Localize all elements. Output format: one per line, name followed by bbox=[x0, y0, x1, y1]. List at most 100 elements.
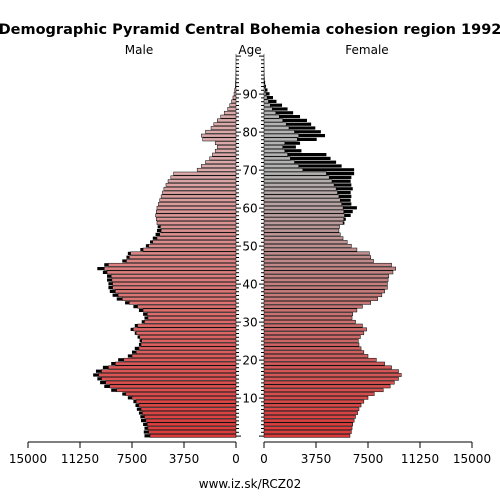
male-bar-age-12 bbox=[116, 388, 237, 393]
female-x-tick-label-15000: 15000 bbox=[453, 452, 491, 466]
female-bar-age-29 bbox=[263, 323, 363, 328]
male-bar-age-19 bbox=[115, 361, 237, 366]
male-excess-bar-age-2 bbox=[144, 426, 148, 430]
male-bar-age-92 bbox=[234, 84, 237, 89]
female-excess-bar-age-86 bbox=[272, 107, 288, 111]
male-excess-bar-age-34 bbox=[133, 305, 138, 309]
male-excess-bar-age-19 bbox=[111, 362, 116, 366]
female-excess-bar-age-76 bbox=[282, 145, 296, 149]
male-bar-age-63 bbox=[160, 194, 237, 199]
male-bar-age-11 bbox=[125, 392, 237, 396]
female-bar-age-63 bbox=[263, 194, 340, 199]
female-bar-age-3 bbox=[263, 422, 353, 427]
female-bar-age-32 bbox=[263, 312, 353, 317]
female-bar-age-12 bbox=[263, 388, 384, 393]
male-bar-age-66 bbox=[165, 183, 237, 187]
male-bar-age-80 bbox=[205, 129, 237, 134]
male-bar-age-27 bbox=[135, 331, 237, 336]
female-bar-age-67 bbox=[263, 179, 333, 184]
female-bar-age-57 bbox=[263, 217, 344, 222]
female-excess-bar-age-85 bbox=[275, 111, 294, 115]
male-bar-age-54 bbox=[160, 228, 237, 233]
male-excess-bar-age-51 bbox=[150, 240, 153, 244]
male-bar-age-83 bbox=[217, 118, 237, 123]
female-bar-age-68 bbox=[263, 175, 330, 180]
female-bar-age-65 bbox=[263, 186, 337, 191]
male-bar-age-42 bbox=[110, 274, 237, 279]
male-bar-age-5 bbox=[144, 414, 237, 419]
male-bar-age-34 bbox=[137, 304, 237, 309]
female-bar-age-14 bbox=[263, 380, 395, 385]
male-bar-age-39 bbox=[112, 285, 237, 290]
male-excess-bar-age-11 bbox=[122, 392, 126, 396]
male-bar-age-24 bbox=[140, 342, 237, 347]
female-bar-age-83 bbox=[263, 118, 283, 123]
female-excess-bar-age-87 bbox=[270, 103, 283, 107]
male-bar-age-41 bbox=[111, 278, 237, 282]
male-bar-age-58 bbox=[155, 213, 237, 218]
male-bar-age-53 bbox=[159, 232, 237, 237]
male-bar-age-44 bbox=[104, 266, 237, 271]
female-bar-age-91 bbox=[263, 88, 266, 92]
male-excess-bar-age-4 bbox=[141, 419, 146, 423]
age-tick-label-10: 10 bbox=[242, 392, 257, 406]
female-x-tick-label-7500: 7500 bbox=[353, 452, 384, 466]
female-excess-bar-age-93 bbox=[264, 80, 266, 84]
male-bar-age-31 bbox=[147, 316, 237, 320]
female-bar-age-0 bbox=[263, 433, 351, 438]
female-bar-age-43 bbox=[263, 270, 394, 275]
male-bar-age-22 bbox=[135, 350, 237, 355]
male-excess-bar-age-14 bbox=[100, 381, 106, 385]
male-excess-bar-age-16 bbox=[93, 373, 99, 377]
female-x-tick-label-0: 0 bbox=[260, 452, 268, 466]
male-bar-age-2 bbox=[147, 426, 237, 431]
male-bar-age-28 bbox=[133, 327, 237, 332]
female-bar-age-56 bbox=[263, 221, 344, 225]
female-bar-age-22 bbox=[263, 350, 365, 355]
female-bar-age-1 bbox=[263, 430, 352, 434]
male-excess-bar-age-41 bbox=[107, 278, 112, 282]
female-bar-age-90 bbox=[263, 91, 267, 96]
male-bar-age-52 bbox=[156, 236, 237, 241]
female-bar-age-31 bbox=[263, 316, 353, 320]
male-bar-age-0 bbox=[149, 433, 237, 438]
male-excess-bar-age-49 bbox=[140, 248, 144, 252]
female-bar-age-2 bbox=[263, 426, 353, 431]
male-excess-bar-age-24 bbox=[138, 343, 142, 347]
male-label: Male bbox=[125, 43, 153, 57]
female-label: Female bbox=[345, 43, 388, 57]
male-bar-age-37 bbox=[117, 293, 237, 298]
x-axes: 0 0 3750 3750 7500 7500 11250 11250 15000 15000 bbox=[9, 441, 491, 466]
female-bar-age-66 bbox=[263, 183, 335, 187]
female-bar-age-71 bbox=[263, 164, 299, 168]
female-bar-age-50 bbox=[263, 243, 352, 248]
male-excess-bar-age-40 bbox=[108, 282, 113, 286]
male-bar-age-20 bbox=[123, 357, 237, 362]
female-excess-bar-age-60 bbox=[343, 206, 357, 210]
male-excess-bar-age-22 bbox=[132, 350, 137, 354]
male-excess-bar-age-7 bbox=[136, 407, 142, 411]
male-excess-bar-age-30 bbox=[141, 320, 145, 324]
female-bar-age-92 bbox=[263, 84, 266, 89]
male-bar-age-8 bbox=[138, 403, 237, 408]
female-excess-bar-age-62 bbox=[340, 198, 351, 202]
male-bar-age-35 bbox=[128, 300, 237, 305]
female-excess-bar-age-63 bbox=[338, 194, 352, 198]
male-bar-age-90 bbox=[233, 91, 237, 96]
female-excess-bar-age-89 bbox=[267, 96, 274, 100]
female-excess-bar-age-74 bbox=[287, 153, 327, 157]
male-excess-bar-age-50 bbox=[145, 244, 149, 248]
male-bar-age-91 bbox=[234, 88, 237, 92]
female-bar-age-79 bbox=[263, 133, 299, 138]
female-bar-age-33 bbox=[263, 308, 358, 313]
age-tick-label-50: 50 bbox=[242, 240, 257, 254]
female-bar-age-52 bbox=[263, 236, 344, 241]
female-excess-bar-age-83 bbox=[282, 118, 307, 122]
female-excess-bar-age-91 bbox=[265, 88, 268, 92]
male-bar-age-23 bbox=[138, 346, 237, 351]
male-bar-age-70 bbox=[196, 167, 237, 172]
female-bar-age-62 bbox=[263, 198, 341, 203]
male-excess-bar-age-36 bbox=[116, 297, 123, 301]
male-bar-age-14 bbox=[105, 380, 237, 385]
female-bar-age-73 bbox=[263, 156, 291, 161]
